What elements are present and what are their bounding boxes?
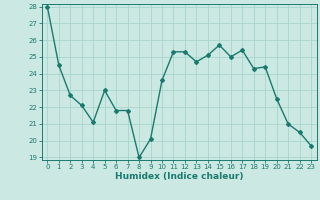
X-axis label: Humidex (Indice chaleur): Humidex (Indice chaleur) [115, 172, 244, 181]
